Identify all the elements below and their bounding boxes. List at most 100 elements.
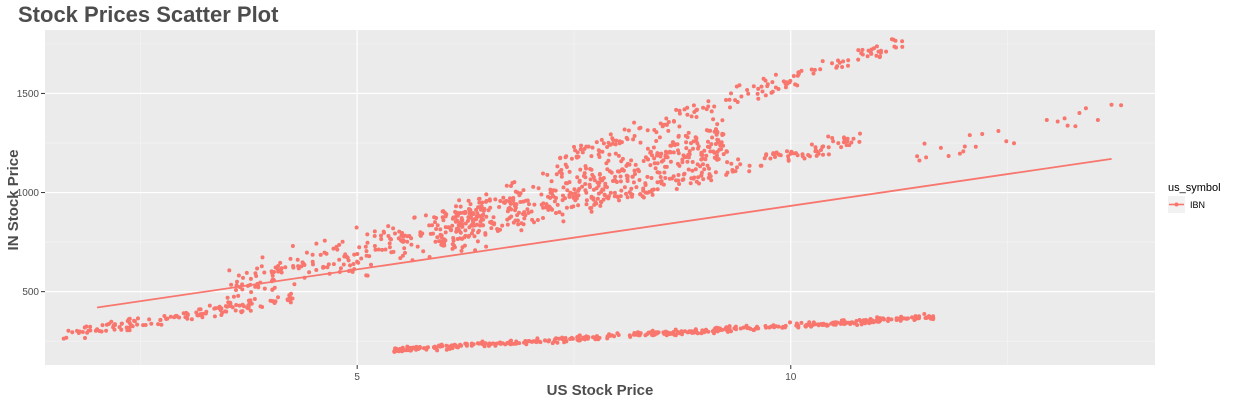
- data-point: [83, 336, 87, 340]
- data-point: [233, 308, 238, 313]
- data-point: [756, 96, 761, 101]
- data-point: [394, 347, 399, 352]
- data-point: [713, 170, 718, 175]
- data-point: [227, 268, 232, 273]
- data-point: [262, 286, 267, 291]
- data-point: [689, 176, 694, 181]
- data-point: [321, 264, 326, 269]
- data-point: [684, 146, 689, 151]
- data-point: [340, 239, 345, 244]
- data-point: [472, 234, 477, 239]
- data-point: [408, 348, 413, 353]
- data-point: [788, 78, 793, 83]
- data-point: [664, 116, 669, 121]
- data-point: [372, 234, 377, 238]
- data-point: [477, 341, 482, 346]
- data-point: [272, 270, 276, 274]
- data-point: [241, 304, 246, 309]
- data-point: [359, 256, 364, 261]
- data-point: [712, 129, 717, 134]
- data-point: [910, 315, 914, 320]
- data-point: [624, 191, 628, 196]
- data-point: [645, 174, 650, 179]
- data-point: [617, 139, 622, 144]
- data-point: [611, 179, 615, 183]
- data-point: [487, 197, 492, 202]
- data-point: [452, 245, 457, 250]
- data-point: [454, 229, 459, 234]
- data-point: [489, 226, 494, 231]
- y-axis-title: IN Stock Price: [5, 150, 22, 251]
- data-point: [1062, 116, 1067, 121]
- data-point: [614, 180, 619, 184]
- data-point: [478, 219, 483, 224]
- data-point: [708, 174, 713, 179]
- data-point: [318, 252, 323, 257]
- data-point: [325, 265, 330, 270]
- data-point: [591, 187, 596, 192]
- data-point: [310, 252, 315, 257]
- data-point: [841, 321, 846, 326]
- data-point: [484, 244, 489, 249]
- data-point: [807, 154, 812, 159]
- data-point: [200, 315, 205, 320]
- data-point: [682, 171, 687, 176]
- fit-line: [96, 157, 1112, 309]
- data-point: [917, 158, 922, 163]
- data-point: [764, 152, 769, 157]
- data-point: [578, 167, 583, 172]
- data-point: [666, 120, 671, 124]
- data-point: [497, 205, 502, 209]
- data-point: [608, 132, 613, 137]
- data-point: [706, 99, 711, 104]
- data-point: [667, 176, 672, 181]
- data-point: [546, 207, 551, 212]
- data-point: [724, 149, 729, 154]
- data-point: [834, 65, 839, 70]
- data-point: [654, 130, 659, 135]
- data-point: [584, 202, 589, 207]
- data-point: [874, 53, 879, 58]
- data-point: [839, 145, 844, 150]
- data-point: [443, 238, 448, 243]
- data-point: [612, 194, 617, 199]
- data-point: [527, 202, 531, 207]
- data-point: [373, 247, 378, 252]
- data-point: [676, 178, 681, 183]
- data-point: [712, 331, 716, 336]
- data-point: [467, 225, 472, 230]
- data-point: [547, 204, 551, 209]
- data-point: [693, 135, 698, 140]
- data-point: [500, 223, 505, 228]
- data-point: [615, 331, 620, 336]
- data-point: [516, 222, 521, 227]
- data-point: [433, 220, 437, 225]
- data-point: [605, 145, 610, 149]
- data-point: [112, 322, 117, 327]
- data-point: [799, 320, 804, 325]
- data-point: [809, 324, 814, 329]
- data-point: [715, 122, 720, 127]
- data-point: [893, 38, 898, 43]
- data-point: [471, 228, 476, 233]
- data-point: [290, 296, 295, 301]
- data-point: [848, 320, 853, 325]
- data-point: [583, 182, 588, 186]
- data-point: [595, 180, 600, 185]
- data-point: [467, 207, 471, 211]
- data-point: [699, 331, 704, 336]
- data-point: [574, 196, 579, 201]
- data-point: [629, 186, 634, 191]
- data-point: [809, 142, 814, 147]
- data-point: [695, 107, 699, 112]
- data-point: [709, 109, 714, 114]
- data-point: [631, 180, 636, 185]
- data-point: [788, 151, 793, 156]
- data-point: [469, 341, 474, 346]
- data-point: [369, 262, 373, 267]
- data-point: [658, 121, 663, 126]
- data-point: [614, 138, 619, 143]
- data-point: [463, 211, 468, 216]
- data-point: [747, 163, 752, 168]
- data-point: [61, 336, 66, 341]
